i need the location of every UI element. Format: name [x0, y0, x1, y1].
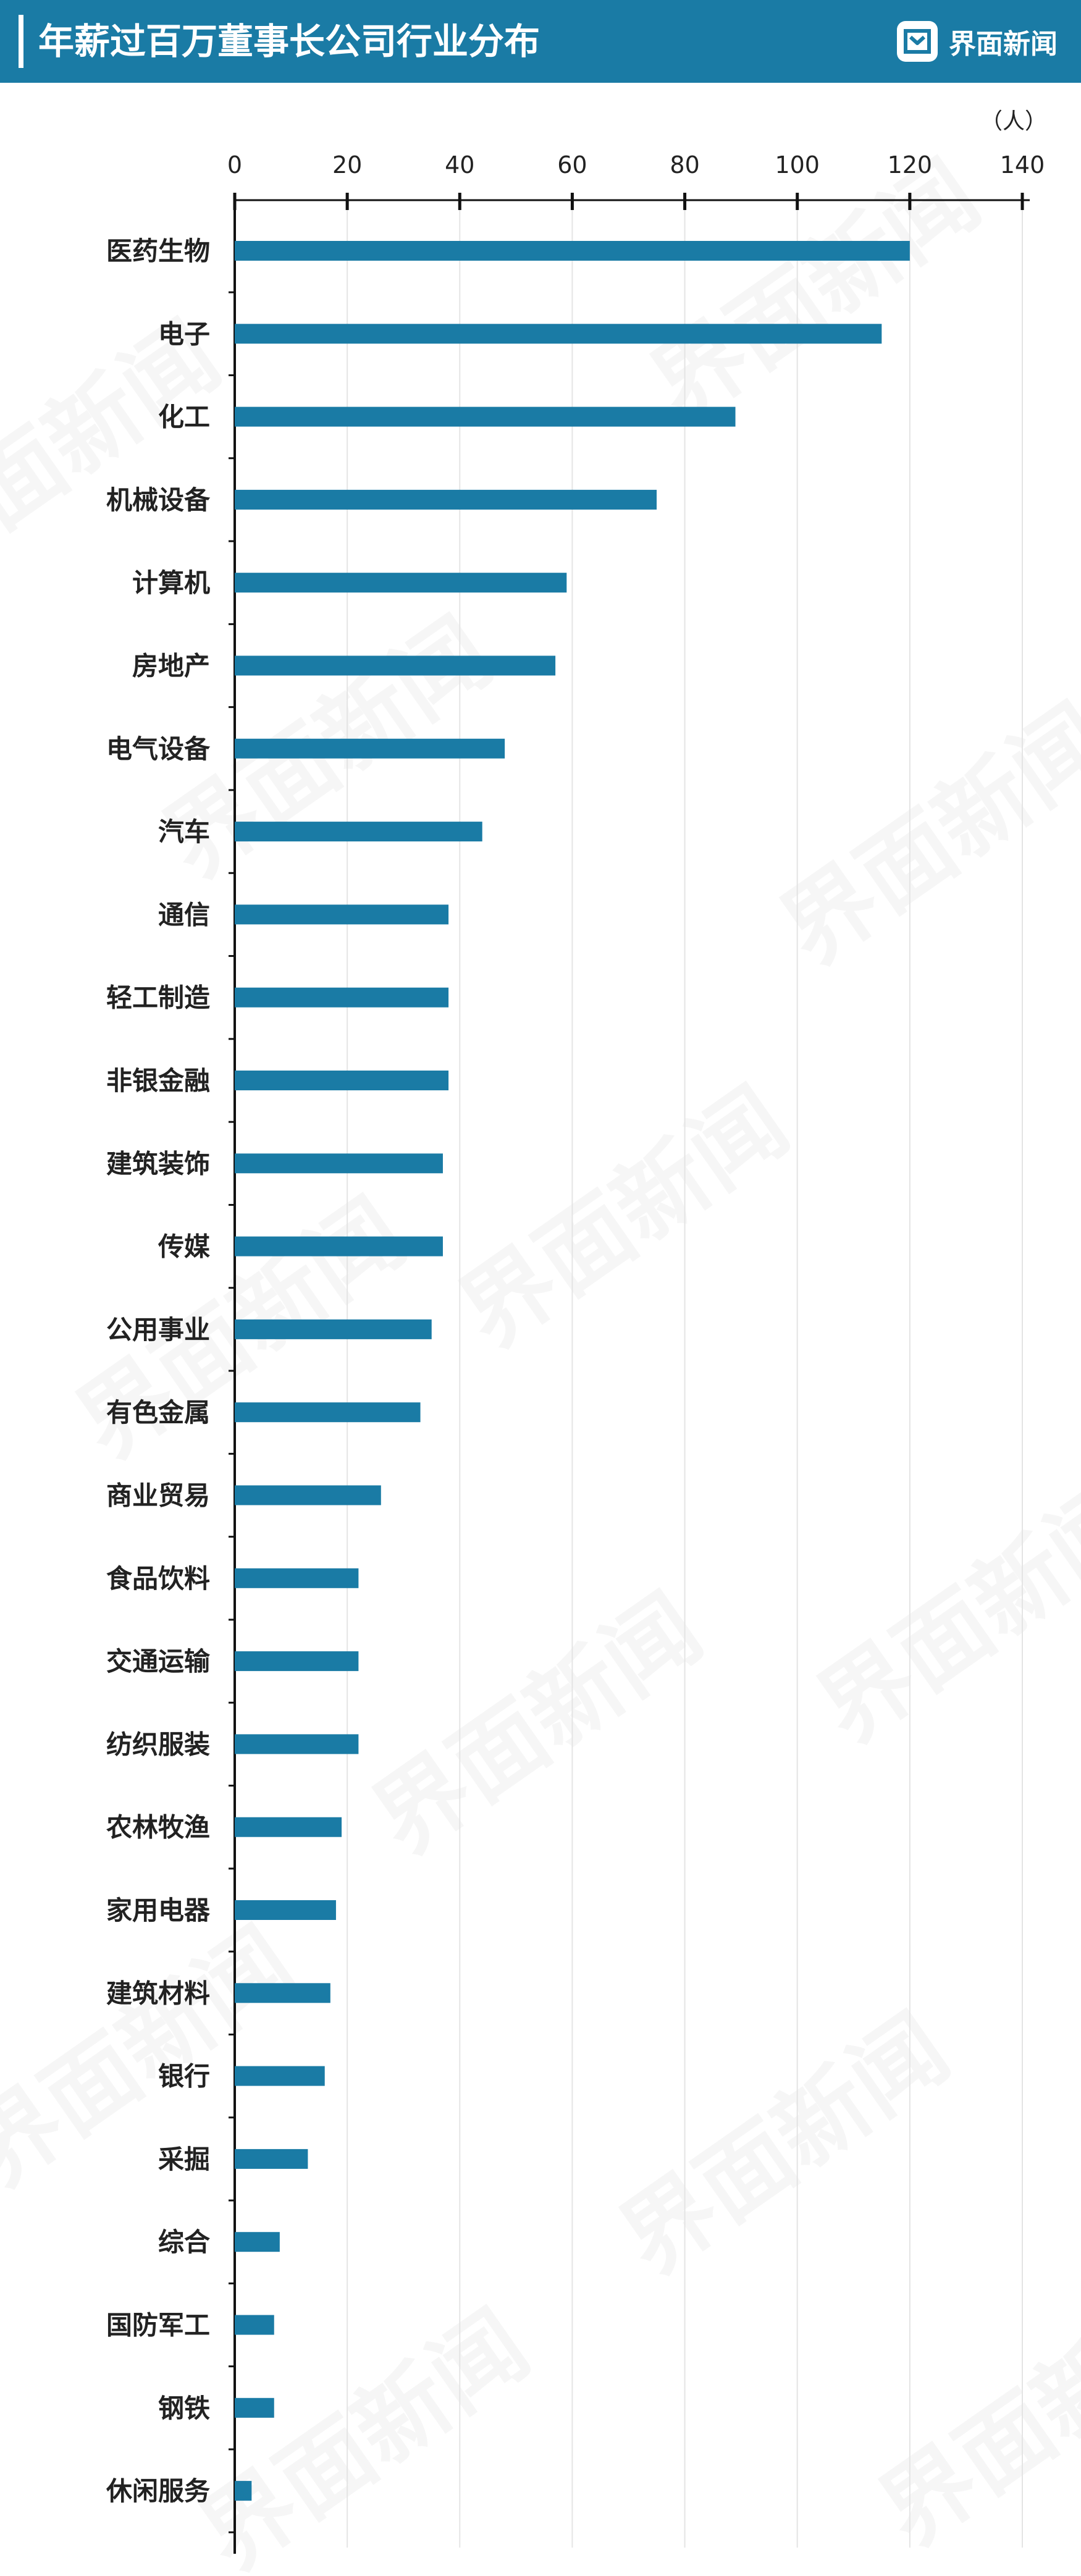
x-axis: 0 20 40 60 80 100 120 140 [227, 151, 1045, 2554]
category-label: 通信 [158, 899, 210, 930]
bar [235, 904, 449, 925]
jiemian-logo-icon [897, 21, 938, 62]
watermark-text: 界面新闻 [442, 1068, 807, 1369]
category-label: 休闲服务 [106, 2476, 210, 2506]
bar [235, 1402, 421, 1423]
watermark-text: 界面新闻 [355, 1575, 720, 1875]
bar [235, 822, 482, 842]
category-label: 食品饮料 [106, 1564, 210, 1594]
category-label: 纺织服装 [106, 1729, 210, 1759]
bar [235, 738, 505, 759]
category-label: 综合 [158, 2227, 210, 2257]
x-tick-label: 120 [888, 151, 933, 179]
category-label: 交通运输 [106, 1646, 211, 1677]
category-label: 国防军工 [106, 2310, 210, 2341]
watermark-text: 界面新闻 [602, 1995, 967, 2296]
bar [235, 241, 910, 261]
category-label: 电子 [158, 319, 210, 349]
bars [235, 241, 910, 2501]
bar [235, 655, 556, 676]
bar [235, 2397, 274, 2418]
bar [235, 2315, 274, 2335]
category-label: 医药生物 [106, 236, 210, 266]
category-labels: 医药生物电子化工机械设备计算机房地产电气设备汽车通信轻工制造非银金融建筑装饰传媒… [106, 236, 211, 2506]
category-label: 电气设备 [106, 734, 211, 764]
bar [235, 489, 657, 510]
bar [235, 2149, 308, 2169]
watermark-text: 界面新闻 [633, 141, 998, 442]
bar [235, 406, 736, 427]
watermark-text: 界面新闻 [862, 2267, 1081, 2567]
bar [235, 1651, 359, 1672]
category-label: 公用事业 [106, 1315, 210, 1345]
category-label: 非银金融 [106, 1066, 210, 1096]
unit-label: （人） [980, 109, 1047, 134]
brand: 界面新闻 [896, 0, 1058, 83]
category-label: 农林牧渔 [106, 1812, 210, 1843]
bar [235, 1319, 432, 1339]
category-label: 汽车 [158, 817, 210, 847]
bar [235, 1485, 381, 1505]
header-accent-bar [19, 15, 23, 68]
bar [235, 1900, 336, 1920]
bar [235, 2481, 252, 2501]
bar [235, 1983, 330, 2003]
category-label: 传媒 [158, 1232, 211, 1262]
x-tick-label: 140 [1000, 151, 1045, 179]
category-label: 银行 [158, 2061, 210, 2092]
category-label: 有色金属 [106, 1397, 210, 1428]
bar [235, 1734, 359, 1754]
bar [235, 1568, 359, 1588]
category-label: 计算机 [132, 568, 210, 598]
x-tick-label: 40 [445, 151, 474, 179]
category-label: 采掘 [158, 2144, 210, 2174]
bar [235, 987, 449, 1008]
category-label: 建筑装饰 [106, 1148, 210, 1179]
category-label: 机械设备 [106, 485, 211, 515]
category-label: 房地产 [132, 651, 210, 681]
category-label: 轻工制造 [106, 983, 210, 1013]
bar [235, 324, 882, 344]
x-tick-label: 100 [775, 151, 820, 179]
brand-name: 界面新闻 [949, 28, 1058, 60]
watermark-text: 界面新闻 [763, 685, 1081, 986]
chart-header: 年薪过百万董事长公司行业分布 界面新闻 [0, 0, 1081, 83]
grid-lines [347, 194, 1023, 2548]
bar [235, 2232, 280, 2252]
watermark-text: 界面新闻 [800, 1463, 1081, 1764]
bar [235, 1153, 443, 1174]
bar [235, 2066, 325, 2086]
chart-title: 年薪过百万董事长公司行业分布 [38, 20, 540, 62]
bar [235, 1071, 449, 1090]
bar [235, 1817, 342, 1837]
x-tick-label: 20 [332, 151, 362, 179]
category-label: 建筑材料 [106, 1978, 210, 2008]
bar [235, 573, 567, 593]
category-label: 化工 [158, 402, 210, 432]
x-tick-label: 60 [557, 151, 587, 179]
category-label: 家用电器 [106, 1895, 211, 1926]
bar [235, 1236, 443, 1256]
category-label: 钢铁 [158, 2393, 210, 2423]
x-tick-label: 80 [670, 151, 699, 179]
bar-chart: 界面新闻 界面新闻 界面新闻 界面新闻 界面新闻 界面新闻 界面新闻 界面新闻 界面新闻 界面新闻… [0, 83, 1081, 2576]
x-tick-label: 0 [227, 151, 242, 179]
category-label: 商业贸易 [106, 1481, 210, 1511]
